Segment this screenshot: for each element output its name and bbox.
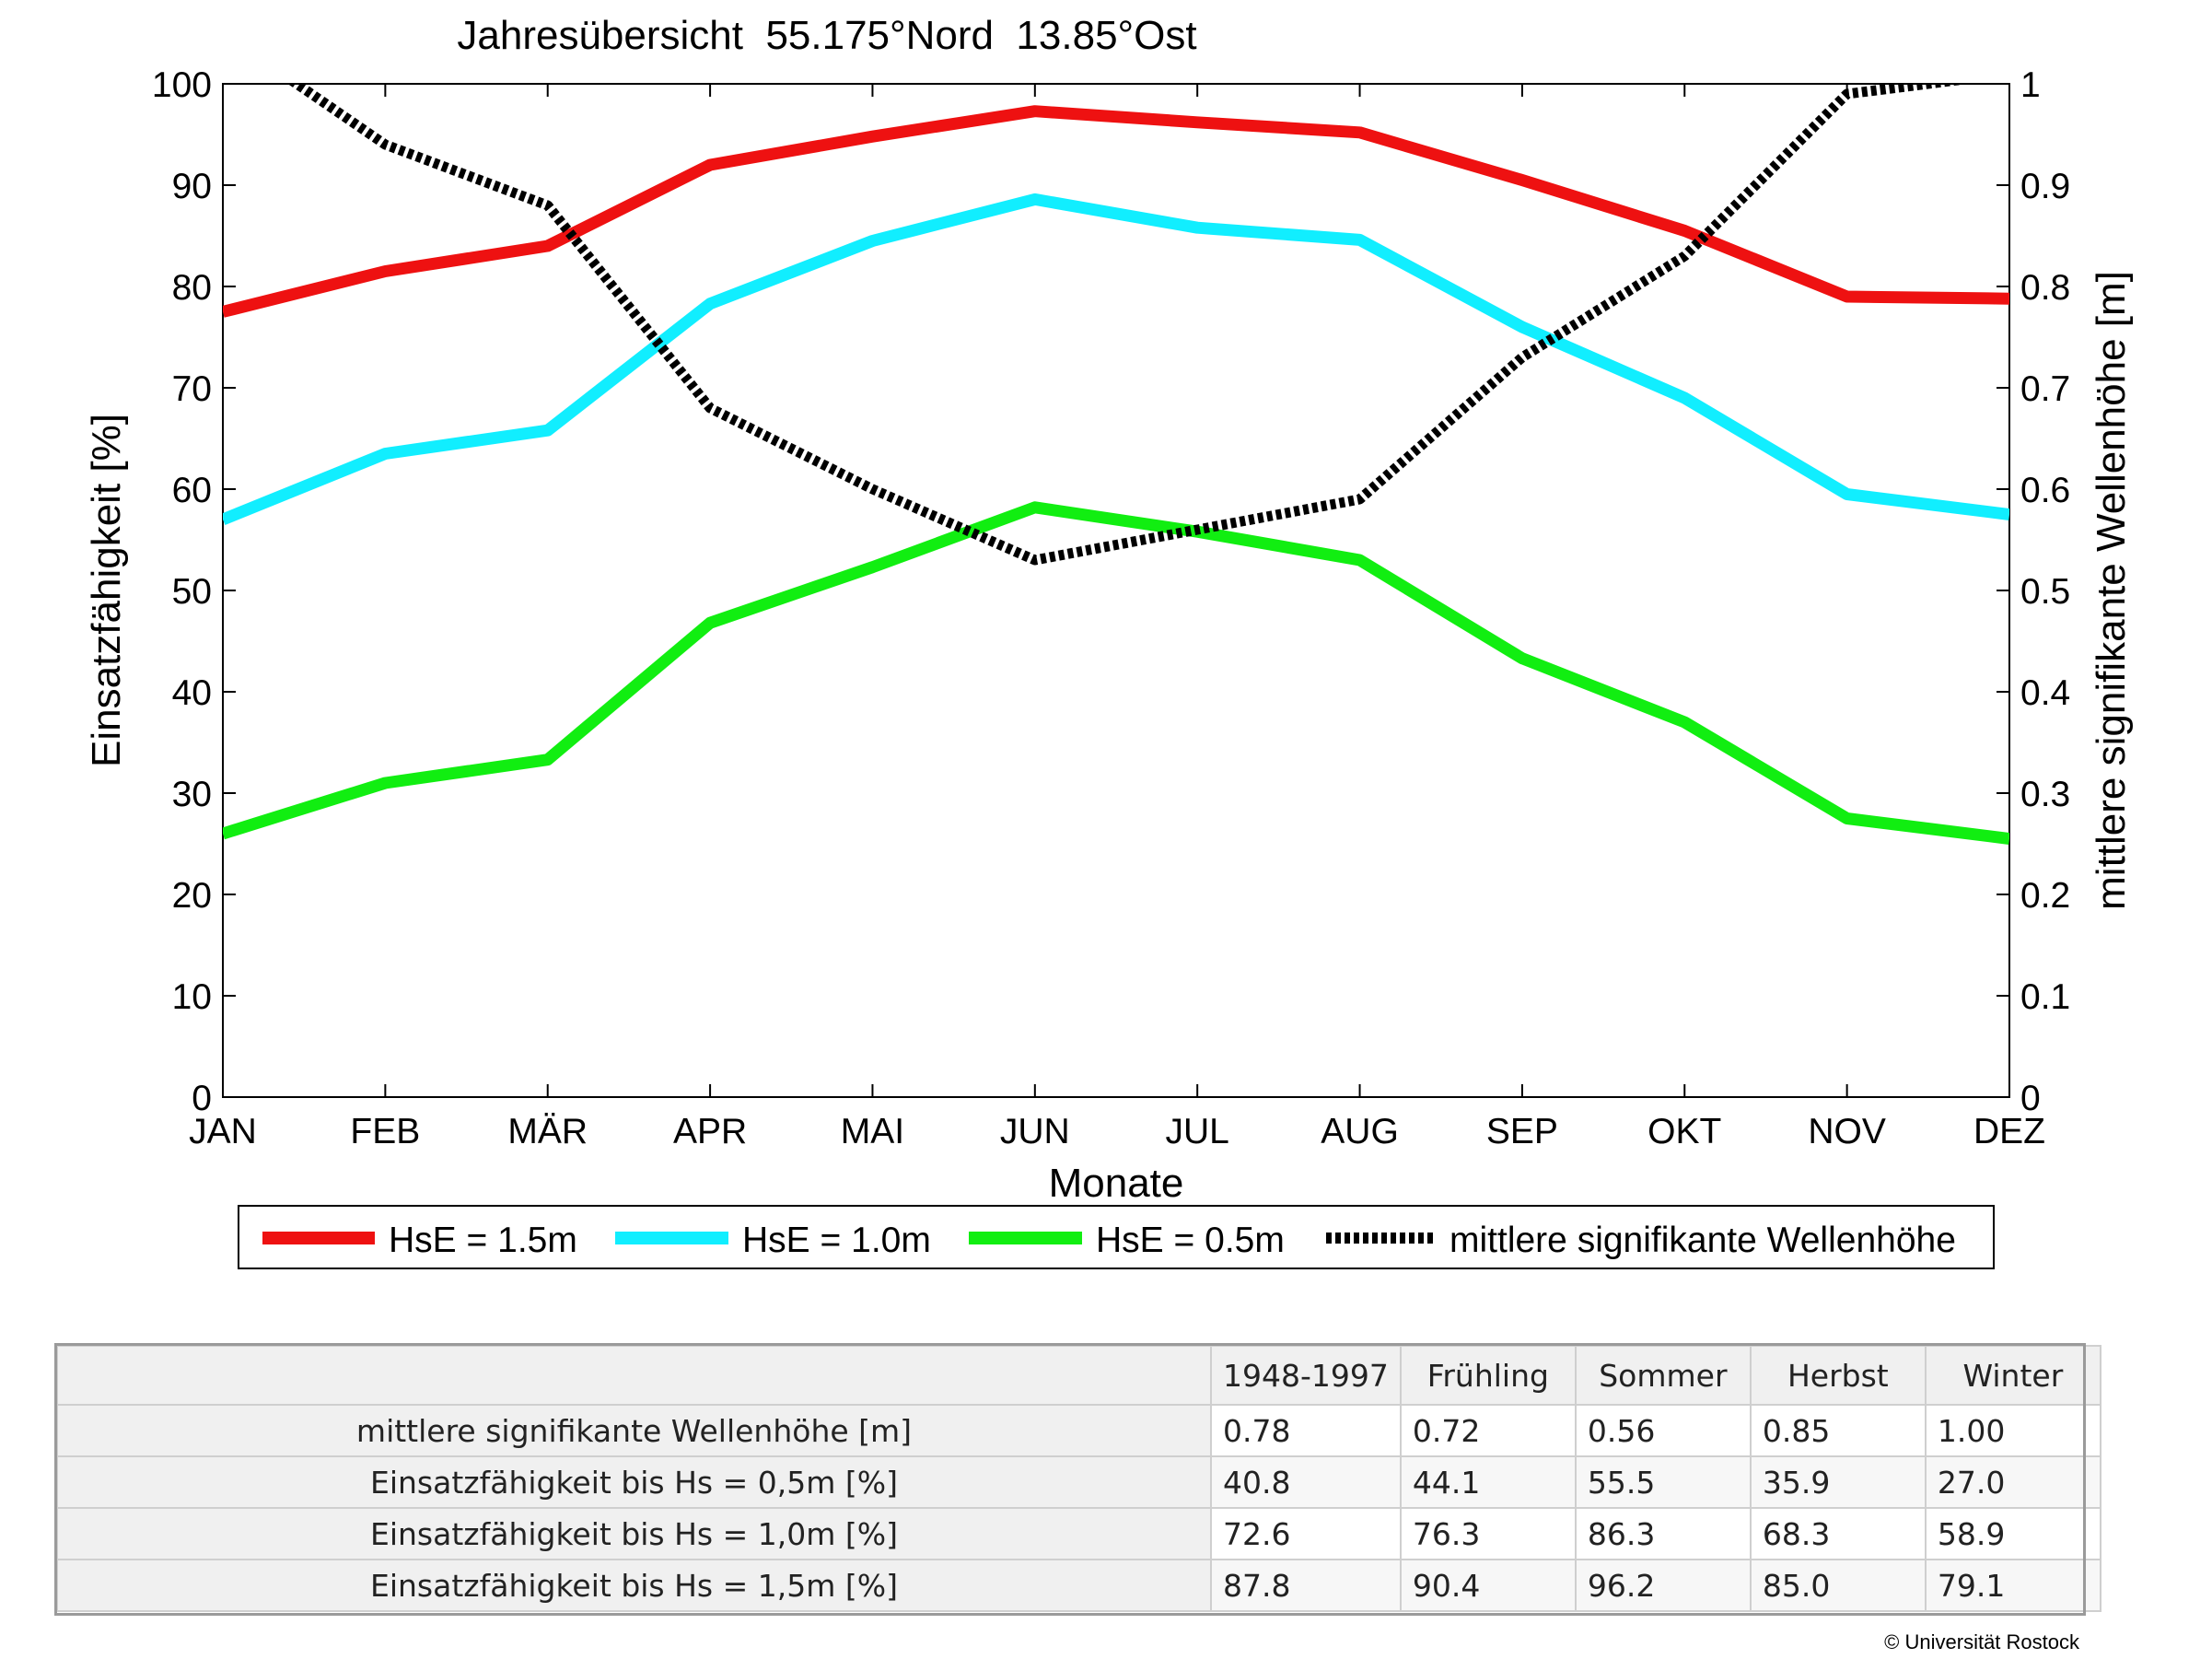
y-tick-label: 10 [172,977,212,1017]
y-tick-label: 50 [172,572,212,612]
row-label: mittlere signifikante Wellenhöhe [m] [56,1404,1212,1457]
series-line-hse-0-5m [223,501,2009,845]
x-tick-label: APR [673,1112,747,1151]
table-cell: 87.8 [1210,1559,1402,1612]
table-cell: 85.0 [1749,1559,1927,1612]
series-line-hse-1-5m [223,105,2009,318]
axis-ticks: JAN FEB MÄR APR MAI JUN JUL AUG SEP OKT NOV DEZ0102… [152,65,2070,1151]
table-row: Einsatzfähigkeit bis Hs = 1,0m [%] 72.6 … [56,1507,2101,1560]
column-header: 1948-1997 [1210,1345,1402,1406]
column-header: Herbst [1749,1345,1927,1406]
y2-axis-label: mittlere signifikante Wellenhöhe [m] [2089,271,2134,910]
chart-title: Jahresübersicht 55.175°Nord 13.85°Ost [457,13,1196,58]
y2-tick-label: 0.2 [2020,876,2070,916]
table-header-row: 1948-1997 Frühling Sommer Herbst Winter [56,1345,2101,1406]
x-tick-label: FEB [350,1112,420,1151]
column-header: Sommer [1574,1345,1752,1406]
y-tick-label: 80 [172,268,212,308]
summary-table: 1948-1997 Frühling Sommer Herbst Winter … [56,1345,2101,1612]
y2-tick-label: 0.3 [2020,775,2070,814]
table-cell: 0.72 [1399,1404,1577,1457]
table-cell: 76.3 [1399,1507,1577,1560]
table-row: Einsatzfähigkeit bis Hs = 1,5m [%] 87.8 … [56,1559,2101,1612]
table-cell: 0.56 [1574,1404,1752,1457]
table-cell: 40.8 [1210,1455,1402,1509]
y2-tick-label: 0.6 [2020,471,2070,510]
y-axis-label: Einsatzfähigkeit [%] [84,414,129,767]
legend-label-hse-15: HsE = 1.5m [389,1221,577,1260]
table-cell: 68.3 [1749,1507,1927,1560]
series-line-hse-1-0m [223,193,2009,526]
table-corner-cell [56,1345,1212,1406]
y-tick-label: 60 [172,471,212,510]
series-lines [223,84,2009,845]
y2-tick-label: 0.7 [2020,369,2070,409]
series-group [223,84,2009,845]
x-tick-label: OKT [1647,1112,1721,1151]
x-tick-label: DEZ [1973,1112,2045,1151]
y2-tick-label: 0.5 [2020,572,2070,612]
series-line-mittlere-signifikante-wellenh-he [287,84,1970,566]
x-tick-label: JAN [189,1112,257,1151]
row-label: Einsatzfähigkeit bis Hs = 0,5m [%] [56,1455,1212,1509]
table-cell: 90.4 [1399,1559,1577,1612]
plot-area [222,83,2010,1098]
y2-tick-label: 0 [2020,1079,2041,1118]
x-tick-label: MAI [841,1112,904,1151]
y2-tick-label: 1 [2020,65,2041,105]
table-row: Einsatzfähigkeit bis Hs = 0,5m [%] 40.8 … [56,1455,2101,1509]
column-header: Frühling [1399,1345,1577,1406]
y-tick-label: 0 [192,1079,212,1118]
table-cell: 44.1 [1399,1455,1577,1509]
table-cell: 96.2 [1574,1559,1752,1612]
y2-tick-label: 0.9 [2020,167,2070,206]
table-cell: 27.0 [1924,1455,2101,1509]
y-tick-label: 70 [172,369,212,409]
legend-label-wellenhoehe: mittlere signifikante Wellenhöhe [1449,1221,1956,1260]
y-tick-label: 100 [152,65,212,105]
x-tick-label: JUN [1000,1112,1070,1151]
x-tick-label: JUL [1166,1112,1229,1151]
row-label: Einsatzfähigkeit bis Hs = 1,0m [%] [56,1507,1212,1560]
table-cell: 86.3 [1574,1507,1752,1560]
y-tick-label: 20 [172,876,212,916]
table-cell: 72.6 [1210,1507,1402,1560]
y2-tick-label: 0.4 [2020,673,2070,713]
table-cell: 0.78 [1210,1404,1402,1457]
table-cell: 1.00 [1924,1404,2101,1457]
x-tick-label: MÄR [507,1112,588,1151]
table-cell: 0.85 [1749,1404,1927,1457]
row-label: Einsatzfähigkeit bis Hs = 1,5m [%] [56,1559,1212,1612]
y-tick-label: 40 [172,673,212,713]
legend-label-hse-05: HsE = 0.5m [1096,1221,1285,1260]
copyright-notice: © Universität Rostock [1884,1630,2079,1653]
x-tick-label: AUG [1321,1112,1399,1151]
y-tick-label: 30 [172,775,212,814]
table-cell: 35.9 [1749,1455,1927,1509]
legend-box [238,1205,1995,1269]
table-cell: 55.5 [1574,1455,1752,1509]
table-row: mittlere signifikante Wellenhöhe [m] 0.7… [56,1404,2101,1457]
x-axis-label: Monate [1049,1161,1184,1206]
y2-tick-label: 0.1 [2020,977,2070,1017]
legend: HsE = 1.5m HsE = 1.0m HsE = 0.5m mittler… [238,1205,1995,1269]
table-cell: 79.1 [1924,1559,2101,1612]
legend-label-hse-10: HsE = 1.0m [742,1221,931,1260]
table-cell: 58.9 [1924,1507,2101,1560]
column-header: Winter [1924,1345,2101,1406]
y2-tick-label: 0.8 [2020,268,2070,308]
x-tick-label: SEP [1486,1112,1558,1151]
y-tick-label: 90 [172,167,212,206]
x-tick-label: NOV [1808,1112,1886,1151]
